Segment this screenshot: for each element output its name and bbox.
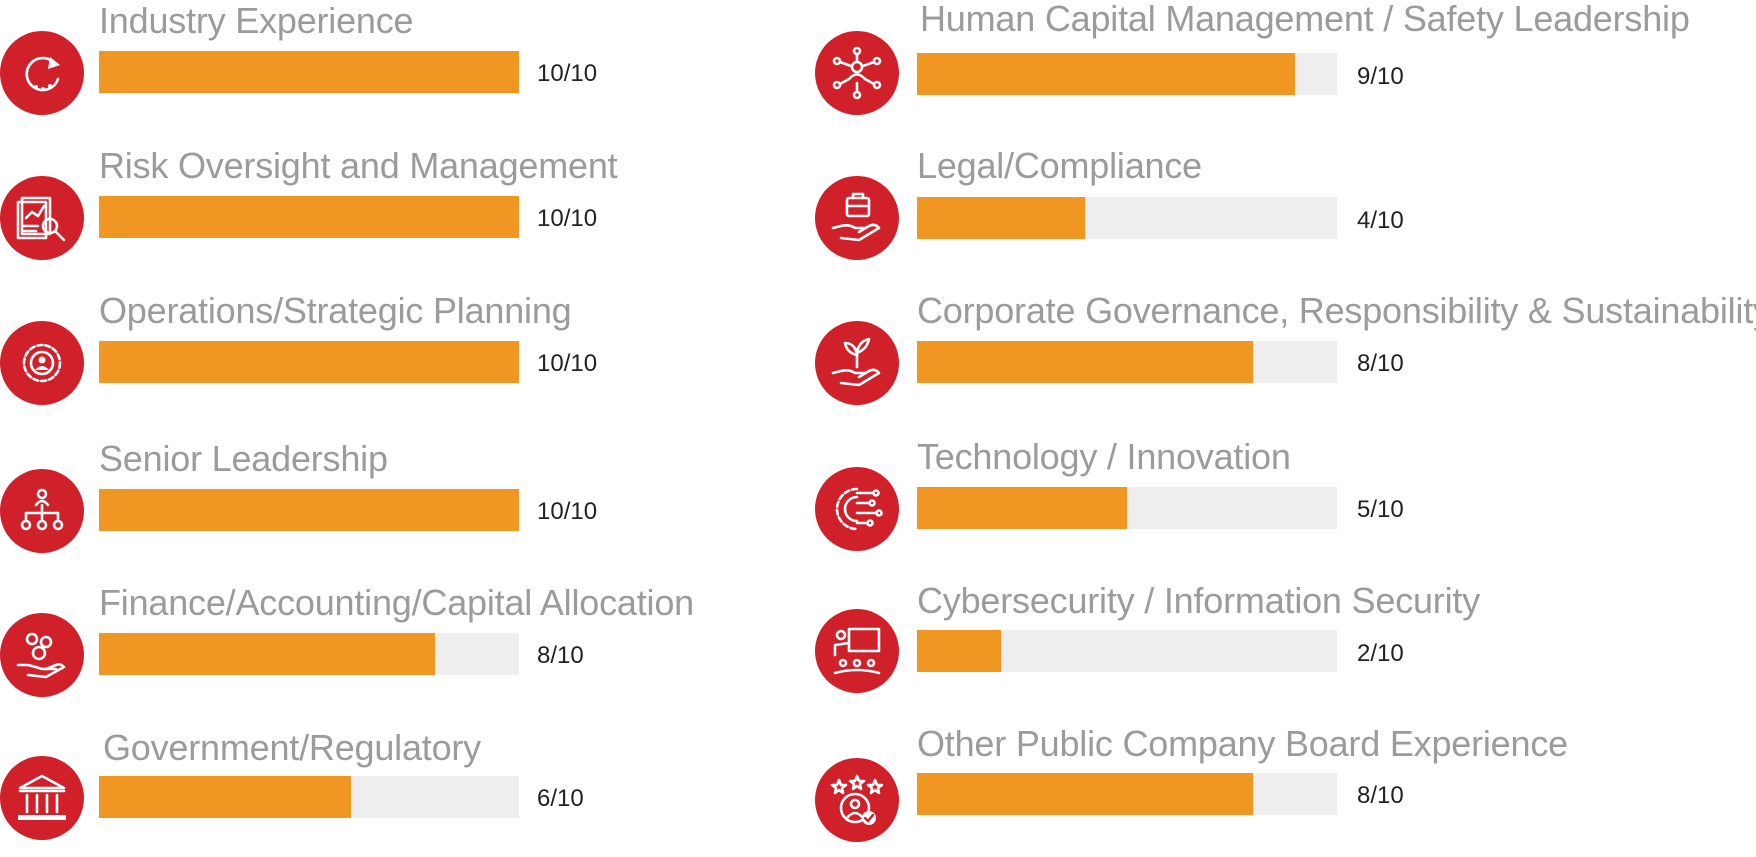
- skill-label: Finance/Accounting/Capital Allocation: [99, 582, 694, 623]
- bar-fill: [99, 776, 351, 818]
- skill-label: Government/Regulatory: [103, 727, 481, 768]
- skill-score: 9/10: [1357, 63, 1404, 90]
- presentation-icon: [815, 609, 899, 693]
- government-building-icon: [0, 756, 84, 840]
- skill-label: Legal/Compliance: [917, 145, 1202, 186]
- bar-track: [99, 196, 519, 238]
- bar-track: [917, 487, 1337, 529]
- skill-score: 10/10: [537, 60, 598, 87]
- skill-label: Senior Leadership: [99, 438, 388, 479]
- skill-label: Corporate Governance, Responsibility & S…: [917, 290, 1756, 331]
- skill-operations-strategic-planning: Operations/Strategic Planning 10/10: [0, 290, 870, 420]
- report-magnifier-icon: [0, 176, 84, 260]
- skill-label: Cybersecurity / Information Security: [917, 580, 1480, 621]
- gear-person-icon: [0, 321, 84, 405]
- skill-risk-oversight: Risk Oversight and Management 10/10: [0, 145, 870, 275]
- bar-track: [917, 53, 1337, 95]
- bar-fill: [917, 630, 1001, 672]
- skill-label: Human Capital Management / Safety Leader…: [920, 0, 1690, 39]
- bar-fill: [99, 196, 519, 238]
- skill-cybersecurity: Cybersecurity / Information Security 2/1…: [815, 578, 1685, 708]
- bar-fill: [99, 341, 519, 383]
- skill-score: 8/10: [1357, 350, 1404, 377]
- skill-score: 8/10: [537, 642, 584, 669]
- bar-fill: [917, 197, 1085, 239]
- bar-fill: [99, 633, 435, 675]
- bar-fill: [917, 53, 1295, 95]
- skill-score: 8/10: [1357, 782, 1404, 809]
- skill-government-regulatory: Government/Regulatory 6/10: [0, 725, 870, 855]
- bar-track: [99, 776, 519, 818]
- skill-score: 6/10: [537, 785, 584, 812]
- bar-track: [99, 51, 519, 93]
- bar-fill: [917, 487, 1127, 529]
- skill-score: 10/10: [537, 205, 598, 232]
- refresh-icon: [0, 31, 84, 115]
- hand-coins-icon: [0, 613, 84, 697]
- skill-human-capital: Human Capital Management / Safety Leader…: [815, 0, 1690, 130]
- skill-label: Operations/Strategic Planning: [99, 290, 572, 331]
- bar-track: [99, 341, 519, 383]
- skill-technology-innovation: Technology / Innovation 5/10: [815, 436, 1685, 566]
- bar-fill: [917, 773, 1253, 815]
- bar-track: [99, 489, 519, 531]
- skill-score: 10/10: [537, 350, 598, 377]
- bar-track: [99, 633, 519, 675]
- bar-fill: [99, 489, 519, 531]
- skill-senior-leadership: Senior Leadership 10/10: [0, 438, 870, 568]
- stars-user-icon: [815, 758, 899, 842]
- org-chart-icon: [0, 469, 84, 553]
- skill-corporate-governance: Corporate Governance, Responsibility & S…: [815, 290, 1756, 420]
- skill-finance-accounting: Finance/Accounting/Capital Allocation 8/…: [0, 582, 870, 712]
- bar-track: [917, 773, 1337, 815]
- bar-track: [917, 197, 1337, 239]
- skill-public-board-experience: Other Public Company Board Experience 8/…: [815, 723, 1685, 857]
- skill-score: 2/10: [1357, 640, 1404, 667]
- bar-fill: [917, 341, 1253, 383]
- bar-track: [917, 630, 1337, 672]
- skill-score: 4/10: [1357, 207, 1404, 234]
- skill-label: Other Public Company Board Experience: [917, 723, 1568, 764]
- skill-score: 5/10: [1357, 496, 1404, 523]
- skill-label: Technology / Innovation: [917, 436, 1291, 477]
- people-network-icon: [815, 31, 899, 115]
- skill-score: 10/10: [537, 498, 598, 525]
- hand-plant-icon: [815, 321, 899, 405]
- gear-circuit-icon: [815, 467, 899, 551]
- skill-legal-compliance: Legal/Compliance 4/10: [815, 145, 1685, 275]
- skill-label: Risk Oversight and Management: [99, 145, 618, 186]
- skill-label: Industry Experience: [99, 0, 414, 41]
- bar-track: [917, 341, 1337, 383]
- bar-fill: [99, 51, 519, 93]
- hand-briefcase-icon: [815, 176, 899, 260]
- skill-industry-experience: Industry Experience 10/10: [0, 0, 870, 130]
